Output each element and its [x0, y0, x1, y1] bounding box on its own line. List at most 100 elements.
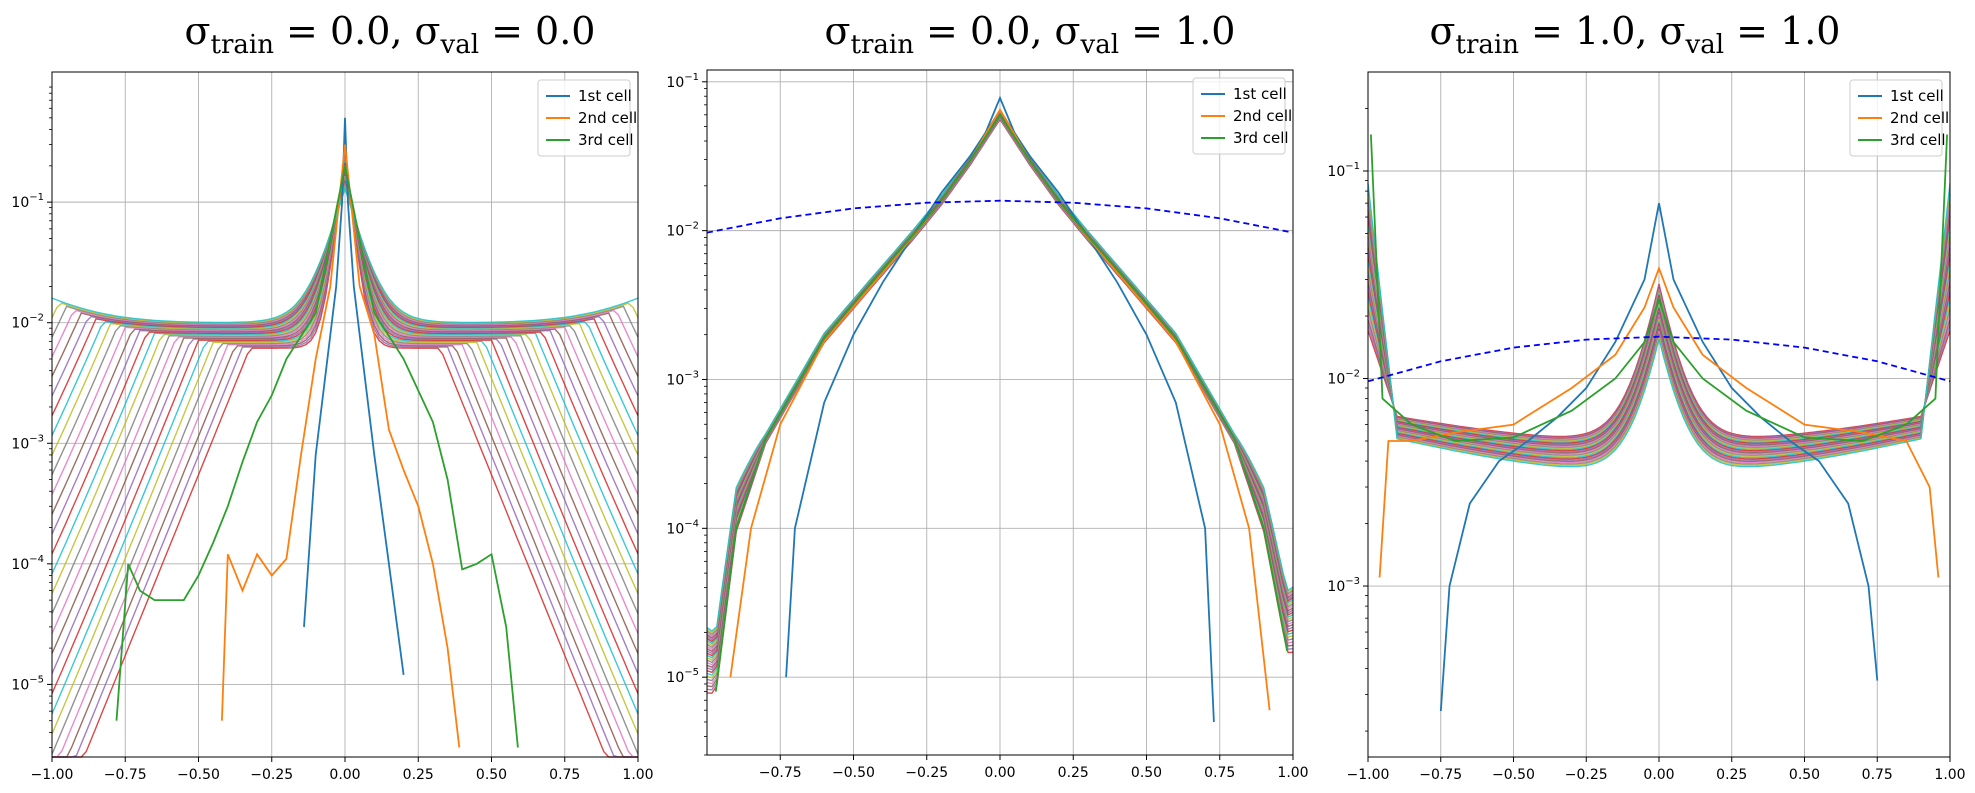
- panel-3: σtrain = 1.0, σval = 1.0 −1.00 −0.75 −0.50…: [1327, 9, 1965, 783]
- series-line-dashed-reference: [706, 199, 1294, 234]
- x-tick-label: 0.25: [403, 767, 434, 783]
- x-tick-label: 1.00: [1277, 765, 1308, 781]
- y-tick-exponent: −3: [1345, 576, 1360, 587]
- extra-curve: [1367, 231, 1951, 456]
- x-tick-label: −0.75: [104, 767, 147, 783]
- extra-curve: [1367, 291, 1951, 445]
- y-tick-base: 10: [11, 436, 29, 452]
- y-tick-base: 10: [666, 75, 684, 91]
- legend-box: [1849, 79, 1943, 157]
- panel-2-plot-lines: [706, 95, 1294, 723]
- y-tick-exponent: −4: [684, 518, 699, 529]
- legend-label: 1st cell: [1890, 87, 1944, 105]
- extra-curve: [1367, 288, 1951, 440]
- y-tick-base: 10: [11, 316, 29, 332]
- extra-curve: [1367, 210, 1951, 461]
- extra-curve: [1367, 183, 1951, 468]
- y-tick-exponent: −1: [684, 72, 699, 83]
- extra-curve: [1367, 287, 1951, 439]
- x-tick-label: −1.00: [31, 767, 74, 783]
- extra-curve: [1367, 283, 1951, 438]
- y-tick-exponent: −1: [29, 192, 44, 203]
- y-tick-base: 10: [11, 557, 29, 573]
- extra-curve: [52, 155, 638, 758]
- x-tick-label: −0.50: [1492, 767, 1535, 783]
- extra-curve: [1367, 199, 1951, 464]
- y-tick-exponent: −4: [29, 554, 44, 565]
- extra-curve: [1367, 293, 1951, 444]
- x-tick-label: −0.75: [1419, 767, 1462, 783]
- extra-curve: [1367, 242, 1951, 454]
- legend-label: 2nd cell: [1890, 109, 1949, 127]
- y-tick-base: 10: [1327, 579, 1345, 595]
- x-tick-label: −1.00: [1347, 767, 1390, 783]
- x-tick-label: 0.25: [1058, 765, 1089, 781]
- extra-curve: [51, 159, 639, 755]
- extra-curve: [51, 160, 639, 735]
- x-tick-label: 0.75: [1862, 767, 1893, 783]
- extra-curve: [51, 170, 639, 575]
- y-tick-label: 10−5: [666, 667, 699, 686]
- x-tick-label: −0.75: [759, 765, 802, 781]
- panel-2-grid: [707, 70, 1294, 755]
- y-tick-label: 10−2: [1327, 369, 1360, 388]
- x-tick-label: −0.25: [250, 767, 293, 783]
- legend-box: [537, 79, 631, 157]
- extra-curve: [1367, 204, 1951, 463]
- y-tick-exponent: −2: [1345, 369, 1360, 380]
- legend-label: 3rd cell: [578, 131, 634, 149]
- y-tick-base: 10: [1327, 164, 1345, 180]
- panel-1-plot-lines: [51, 117, 639, 758]
- y-tick-label: 10−4: [11, 554, 44, 573]
- extra-curve: [52, 156, 638, 758]
- y-tick-label: 10−1: [666, 72, 699, 91]
- y-tick-base: 10: [11, 195, 29, 211]
- legend-label: 2nd cell: [1233, 107, 1292, 125]
- extra-curve: [52, 154, 638, 758]
- series-line-1st-cell: [303, 117, 405, 676]
- x-tick-label: −0.50: [832, 765, 875, 781]
- y-tick-label: 10−3: [1327, 576, 1360, 595]
- y-tick-exponent: −3: [29, 433, 44, 444]
- extra-curve: [1367, 258, 1951, 451]
- x-tick-label: 0.75: [1204, 765, 1235, 781]
- legend-label: 1st cell: [578, 87, 632, 105]
- extra-curve: [1367, 269, 1951, 449]
- extra-curve: [1367, 264, 1951, 450]
- series-line-3rd-cell: [1370, 134, 1948, 442]
- extra-curve: [1367, 237, 1951, 455]
- x-tick-label: 0.75: [549, 767, 580, 783]
- extra-curve: [51, 174, 639, 515]
- legend-label: 3rd cell: [1233, 129, 1289, 147]
- extra-curve: [51, 172, 639, 555]
- y-tick-exponent: −3: [684, 369, 699, 380]
- series-line-3rd-cell: [115, 165, 519, 748]
- y-tick-label: 10−5: [11, 674, 44, 693]
- panel-1-ticks: −1.00 −0.75 −0.50 −0.25 0.00 0.25 0.50 0.75 1.00…: [11, 86, 654, 783]
- panel-3-legend: 1st cell 2nd cell 3rd cell: [1849, 79, 1949, 157]
- y-tick-base: 10: [666, 224, 684, 240]
- panel-2-title: σtrain = 0.0, σval = 1.0: [825, 9, 1236, 60]
- x-tick-label: 0.00: [984, 765, 1015, 781]
- series-line-dashed-reference: [1367, 335, 1951, 383]
- y-tick-exponent: −1: [1345, 161, 1360, 172]
- extra-curve: [1367, 226, 1951, 458]
- panel-2-ticks: −0.75 −0.50 −0.25 0.00 0.25 0.50 0.75 1.0010−51…: [666, 72, 1308, 781]
- extra-curve: [51, 175, 639, 495]
- y-tick-base: 10: [666, 521, 684, 537]
- x-tick-label: 1.00: [622, 767, 653, 783]
- y-tick-exponent: −5: [684, 667, 699, 678]
- extra-curve: [51, 161, 639, 715]
- y-tick-label: 10−1: [11, 192, 44, 211]
- series-line-2nd-cell: [729, 107, 1271, 711]
- extra-curve: [51, 186, 639, 324]
- series-line-1st-cell: [1439, 203, 1879, 712]
- series-line-1st-cell: [785, 95, 1215, 723]
- x-tick-label: 0.00: [329, 767, 360, 783]
- x-tick-label: 0.50: [1131, 765, 1162, 781]
- legend-label: 2nd cell: [578, 109, 637, 127]
- x-tick-label: −0.50: [177, 767, 220, 783]
- y-tick-exponent: −5: [29, 674, 44, 685]
- y-tick-label: 10−2: [666, 221, 699, 240]
- series-line-2nd-cell: [221, 144, 461, 748]
